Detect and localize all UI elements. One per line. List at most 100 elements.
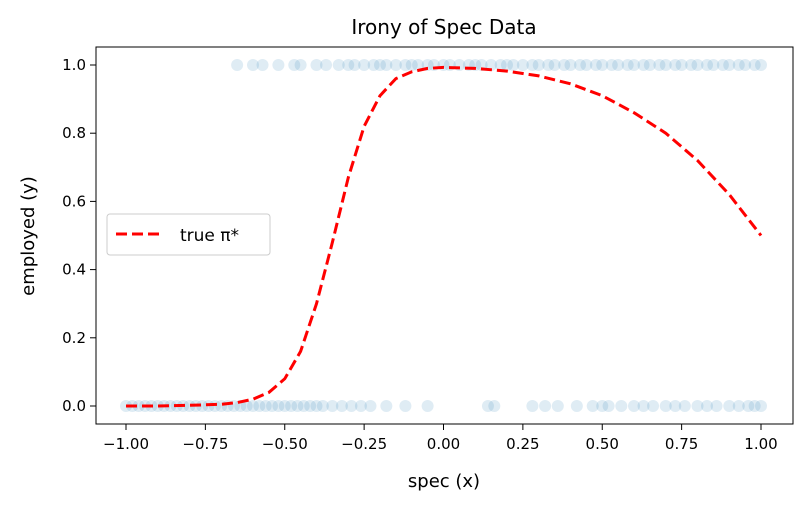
scatter-point bbox=[586, 400, 599, 412]
scatter-point bbox=[691, 400, 704, 412]
scatter-point bbox=[532, 59, 545, 71]
scatter-point bbox=[364, 400, 377, 412]
scatter-point bbox=[272, 400, 285, 412]
x-tick-label: −0.75 bbox=[182, 435, 228, 453]
scatter-point bbox=[548, 59, 561, 71]
scatter-point bbox=[348, 59, 361, 71]
scatter-point bbox=[405, 59, 418, 71]
scatter-point bbox=[278, 400, 291, 412]
scatter-point bbox=[647, 400, 660, 412]
scatter-point bbox=[421, 400, 434, 412]
line-layer bbox=[126, 65, 763, 408]
scatter-point bbox=[742, 400, 755, 412]
scatter-point bbox=[574, 59, 587, 71]
scatter-point bbox=[755, 59, 767, 71]
scatter-point bbox=[412, 59, 425, 71]
x-tick-label: 1.00 bbox=[744, 435, 777, 453]
scatter-point bbox=[354, 400, 367, 412]
scatter-point bbox=[539, 400, 552, 412]
scatter-point bbox=[507, 59, 520, 71]
scatter-point bbox=[285, 400, 298, 412]
scatter-point bbox=[234, 400, 247, 412]
scatter-point bbox=[723, 400, 736, 412]
scatter-point bbox=[247, 400, 259, 412]
scatter-point bbox=[659, 59, 672, 71]
scatter-point bbox=[316, 400, 329, 412]
scatter-point bbox=[602, 400, 615, 412]
x-tick-label: 0.50 bbox=[586, 435, 619, 453]
scatter-point bbox=[332, 59, 345, 71]
y-tick-label: 1.0 bbox=[62, 56, 86, 74]
y-tick-label: 0.8 bbox=[62, 124, 86, 142]
x-tick-label: 0.25 bbox=[506, 435, 539, 453]
scatter-point bbox=[231, 59, 244, 71]
scatter-point bbox=[310, 59, 323, 71]
scatter-point bbox=[643, 59, 656, 71]
scatter-point bbox=[669, 59, 682, 71]
scatter-point bbox=[294, 59, 307, 71]
plot-frame bbox=[95, 46, 794, 425]
scatter-point bbox=[716, 59, 729, 71]
scatter-point bbox=[637, 400, 650, 412]
scatter-point bbox=[732, 59, 745, 71]
scatter-point bbox=[748, 400, 761, 412]
scatter-point bbox=[678, 400, 691, 412]
chart-title: Irony of Spec Data bbox=[351, 15, 536, 39]
scatter-point bbox=[691, 59, 704, 71]
scatter-point bbox=[628, 400, 640, 412]
scatter-point bbox=[481, 400, 494, 412]
scatter-point bbox=[183, 400, 196, 412]
scatter-point bbox=[342, 59, 355, 71]
scatter-point bbox=[345, 400, 358, 412]
scatter-point bbox=[551, 400, 564, 412]
scatter-point bbox=[266, 400, 279, 412]
scatter-point bbox=[374, 59, 386, 71]
y-axis: 0.0 0.2 0.4 0.6 0.8 1.0 bbox=[62, 56, 96, 415]
scatter-point bbox=[621, 59, 634, 71]
x-axis: −1.00 −0.75 −0.50 −0.25 0.00 0.25 0.50 0.75 1.00 bbox=[103, 424, 778, 453]
scatter-point bbox=[628, 59, 640, 71]
scatter-point bbox=[399, 400, 412, 412]
scatter-point bbox=[675, 59, 688, 71]
x-tick-label: −0.25 bbox=[341, 435, 387, 453]
scatter-point bbox=[637, 59, 650, 71]
scatter-point bbox=[580, 59, 593, 71]
x-tick-label: −1.00 bbox=[103, 435, 149, 453]
scatter-point bbox=[596, 59, 609, 71]
scatter-point bbox=[501, 59, 513, 71]
scatter-point bbox=[256, 59, 269, 71]
scatter-point bbox=[389, 59, 402, 71]
scatter-point bbox=[516, 59, 529, 71]
scatter-point bbox=[596, 400, 609, 412]
scatter-point bbox=[685, 59, 698, 71]
scatter-point bbox=[151, 400, 164, 412]
scatter-point bbox=[612, 59, 625, 71]
legend-label: true π* bbox=[180, 226, 239, 246]
scatter-point bbox=[196, 400, 209, 412]
scatter-point bbox=[710, 400, 723, 412]
scatter-point bbox=[291, 400, 304, 412]
scatter-point bbox=[247, 59, 259, 71]
scatter-point bbox=[542, 59, 555, 71]
legend: true π* bbox=[106, 213, 271, 256]
scatter-point bbox=[367, 59, 380, 71]
scatter-point bbox=[399, 59, 412, 71]
y-tick-label: 0.2 bbox=[62, 329, 86, 347]
scatter-point bbox=[589, 59, 602, 71]
scatter-point bbox=[272, 59, 285, 71]
scatter-point bbox=[259, 400, 272, 412]
x-tick-label: 0.75 bbox=[665, 435, 698, 453]
series-line-true-pi bbox=[126, 65, 763, 408]
scatter-point bbox=[320, 59, 333, 71]
scatter-point bbox=[615, 400, 628, 412]
scatter-point bbox=[701, 400, 714, 412]
y-tick-label: 0.4 bbox=[62, 261, 86, 279]
scatter-point bbox=[132, 400, 145, 412]
x-tick-label: −0.50 bbox=[262, 435, 308, 453]
scatter-point bbox=[570, 400, 583, 412]
scatter-point bbox=[605, 59, 618, 71]
scatter-point bbox=[358, 59, 371, 71]
y-tick-label: 0.6 bbox=[62, 192, 86, 210]
scatter-point bbox=[488, 400, 501, 412]
